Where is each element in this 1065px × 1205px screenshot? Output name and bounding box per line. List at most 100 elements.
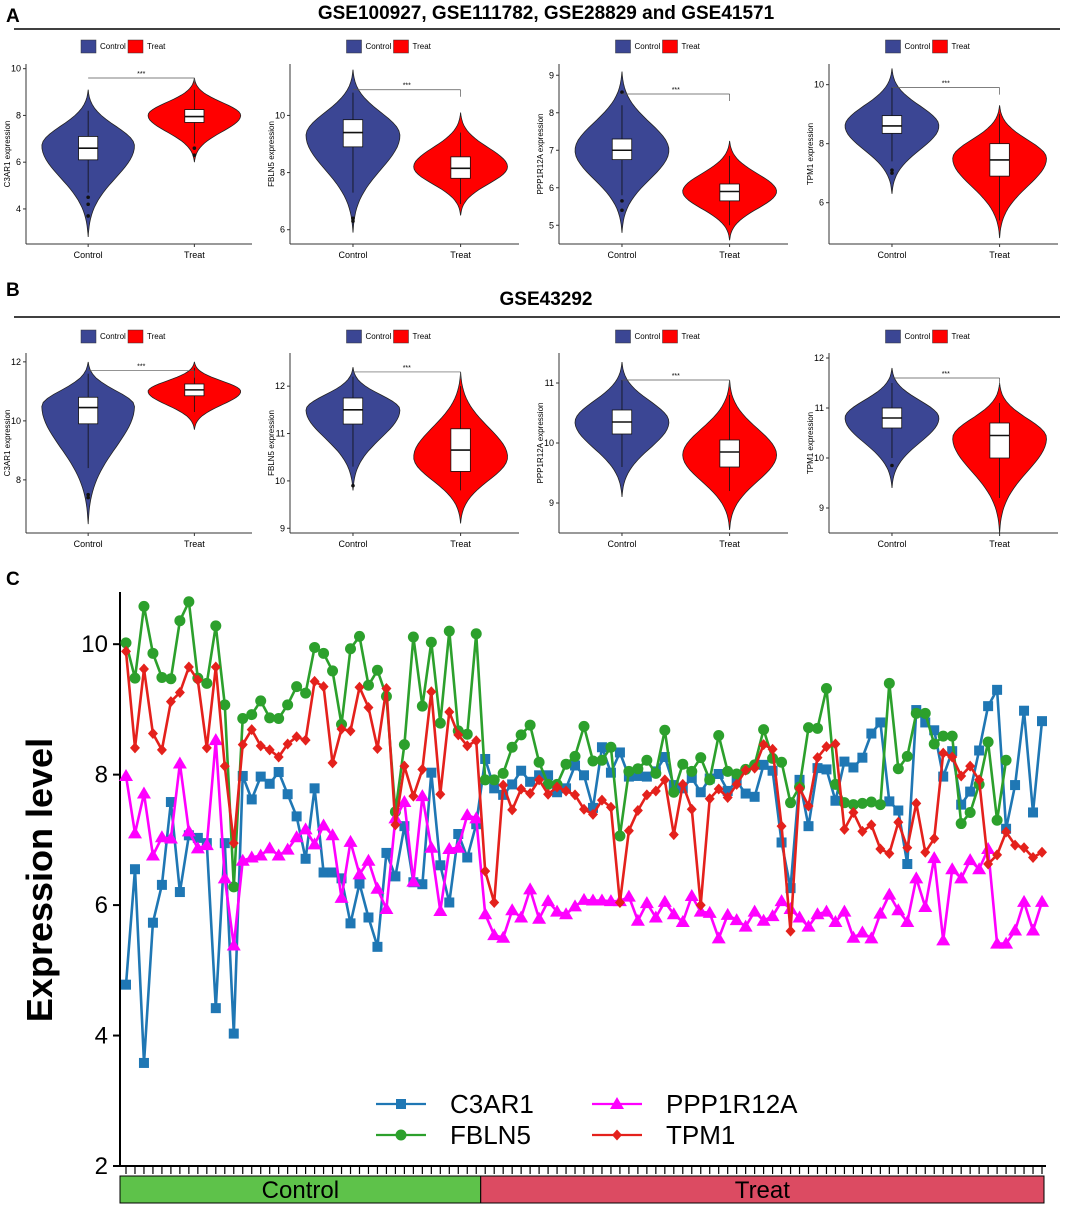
series-point-ppp1r12a xyxy=(505,903,520,916)
legend-swatch-treat xyxy=(662,329,678,344)
series-point-c3ar1 xyxy=(309,783,320,794)
series-point-tpm1 xyxy=(561,785,572,797)
series-point-c3ar1 xyxy=(444,897,455,908)
series-point-c3ar1 xyxy=(812,763,823,774)
series-point-fbln5 xyxy=(210,620,222,632)
panel-b-title: GSE43292 xyxy=(500,289,593,310)
series-point-fbln5 xyxy=(587,755,599,767)
series-point-c3ar1 xyxy=(282,789,293,800)
legend-marker xyxy=(610,1097,624,1109)
series-point-c3ar1 xyxy=(426,767,437,778)
series-point-tpm1 xyxy=(498,779,509,791)
series-point-ppp1r12a xyxy=(963,853,978,866)
x-tick-label: Treat xyxy=(184,539,205,549)
series-point-c3ar1 xyxy=(219,838,230,849)
series-point-ppp1r12a xyxy=(837,904,852,917)
series-point-ppp1r12a xyxy=(891,903,906,916)
series-point-fbln5 xyxy=(461,728,473,740)
legend-swatch-control xyxy=(615,329,631,344)
series-point-tpm1 xyxy=(201,742,212,754)
series-point-fbln5 xyxy=(883,677,895,689)
panel-a-title: GSE100927, GSE111782, GSE28829 and GSE41… xyxy=(318,3,775,24)
outlier-point-control xyxy=(620,199,624,203)
series-point-fbln5 xyxy=(641,754,653,766)
series-point-ppp1r12a xyxy=(855,925,870,938)
series-point-fbln5 xyxy=(865,796,877,808)
series-point-fbln5 xyxy=(255,695,267,707)
significance-label: *** xyxy=(137,71,145,78)
series-point-c3ar1 xyxy=(875,717,886,728)
series-point-c3ar1 xyxy=(947,746,958,757)
series-point-fbln5 xyxy=(282,699,294,711)
series-point-c3ar1 xyxy=(884,796,895,807)
legend-swatch-treat xyxy=(932,329,948,344)
series-point-tpm1 xyxy=(435,788,446,800)
series-point-c3ar1 xyxy=(462,852,473,863)
legend-item-tpm1: TPM1 xyxy=(592,1120,735,1150)
series-point-ppp1r12a xyxy=(433,903,448,916)
series-point-fbln5 xyxy=(353,630,365,642)
series-point-c3ar1 xyxy=(453,828,464,839)
series-point-fbln5 xyxy=(120,637,132,649)
outlier-point-control xyxy=(890,171,894,175)
series-point-tpm1 xyxy=(749,762,760,774)
series-point-ppp1r12a xyxy=(702,905,717,918)
y-tick-label: 6 xyxy=(95,892,108,919)
series-point-c3ar1 xyxy=(920,717,931,728)
series-point-fbln5 xyxy=(991,814,1003,826)
series-point-ppp1r12a xyxy=(675,915,690,928)
series-point-tpm1 xyxy=(300,734,311,746)
series-point-tpm1 xyxy=(183,661,194,673)
legend-label-control: Control xyxy=(100,332,126,341)
series-point-fbln5 xyxy=(264,712,276,724)
y-axis-label: C3AR1 expression xyxy=(3,121,12,188)
series-point-c3ar1 xyxy=(965,786,976,797)
violin-plot-ppp1r12a: Control Treat 5 6 7 8 9 PPP1R12A expression Cont… xyxy=(536,39,788,260)
series-point-ppp1r12a xyxy=(990,936,1005,949)
series-point-fbln5 xyxy=(147,647,159,659)
series-point-ppp1r12a xyxy=(406,874,421,887)
outlier-point-control xyxy=(351,219,355,223)
x-tick-label: Treat xyxy=(989,539,1010,549)
series-point-tpm1 xyxy=(839,823,850,835)
series-point-ppp1r12a xyxy=(190,841,205,854)
series-point-tpm1 xyxy=(1028,851,1039,863)
series-point-c3ar1 xyxy=(570,760,581,771)
series-point-ppp1r12a xyxy=(585,893,600,906)
series-point-ppp1r12a xyxy=(145,848,160,861)
legend-label-control: Control xyxy=(905,42,931,51)
series-point-ppp1r12a xyxy=(127,826,142,839)
series-point-fbln5 xyxy=(614,830,626,842)
series-point-c3ar1 xyxy=(327,867,338,878)
y-tick-label: 10 xyxy=(11,416,21,426)
series-point-ppp1r12a xyxy=(783,902,798,915)
series-point-fbln5 xyxy=(632,763,644,775)
series-point-ppp1r12a xyxy=(478,907,493,920)
series-point-tpm1 xyxy=(282,738,293,750)
series-point-tpm1 xyxy=(444,706,455,718)
series-point-c3ar1 xyxy=(686,772,697,783)
series-point-tpm1 xyxy=(614,896,625,908)
series-point-c3ar1 xyxy=(659,752,670,763)
series-point-c3ar1 xyxy=(291,811,302,822)
series-point-ppp1r12a xyxy=(909,871,924,884)
series-point-tpm1 xyxy=(974,774,985,786)
series-point-ppp1r12a xyxy=(801,919,816,932)
series-line-tpm1 xyxy=(124,651,1043,933)
series-point-fbln5 xyxy=(327,665,339,677)
series-point-ppp1r12a xyxy=(864,931,879,944)
panel-b-violins: Control Treat 8 10 12 C3AR1 expression Control… xyxy=(3,329,1058,549)
series-point-tpm1 xyxy=(848,806,859,818)
series-point-c3ar1 xyxy=(722,785,733,796)
legend-marker xyxy=(612,1129,622,1141)
y-axis-label: Expression level xyxy=(19,738,60,1022)
x-tick-label: Control xyxy=(607,539,636,549)
legend-label-control: Control xyxy=(366,42,392,51)
series-point-tpm1 xyxy=(857,825,868,837)
series-point-tpm1 xyxy=(1019,842,1030,854)
violin-plot-c3ar1: Control Treat 8 10 12 C3AR1 expression Control… xyxy=(3,329,252,549)
series-point-ppp1r12a xyxy=(298,822,313,835)
series-point-tpm1 xyxy=(821,741,832,753)
series-point-tpm1 xyxy=(471,735,482,747)
